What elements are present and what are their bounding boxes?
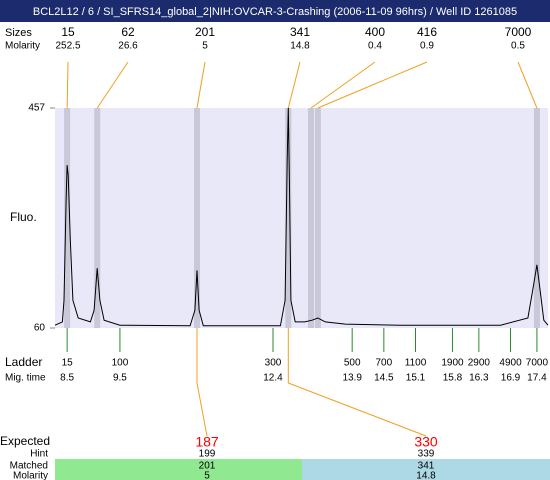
- peak-link: [196, 61, 206, 109]
- row-label: Mig. time: [5, 373, 46, 384]
- row-label: Matched: [10, 461, 48, 472]
- y-tick-label: 60: [34, 323, 46, 334]
- peak-size: 341: [290, 25, 310, 39]
- ladder-time: 9.5: [113, 373, 127, 384]
- peak-link: [310, 61, 376, 109]
- matched-molarity: 14.8: [416, 471, 436, 480]
- ladder-time: 16.9: [501, 373, 521, 384]
- y-label: Fluo.: [10, 210, 37, 224]
- ladder-time: 14.5: [374, 373, 394, 384]
- ladder-size: 1900: [441, 358, 464, 369]
- ladder-size: 7000: [526, 358, 549, 369]
- expected-link: [287, 328, 427, 437]
- y-tick-label: 457: [28, 103, 45, 114]
- expected-size: 187: [195, 434, 219, 450]
- peak-band: [308, 108, 315, 328]
- peak-link: [96, 61, 129, 109]
- ladder-time: 17.4: [527, 373, 547, 384]
- row-label: Molarity: [13, 471, 48, 480]
- hint-size: 199: [199, 449, 216, 460]
- peak-molarity: 14.8: [290, 41, 310, 52]
- matched-size: 201: [199, 461, 216, 472]
- expected-size: 330: [414, 434, 438, 450]
- row-label: Ladder: [5, 355, 42, 369]
- peak-link: [287, 61, 301, 109]
- peak-molarity: 252.5: [55, 41, 80, 52]
- title: BCL2L12 / 6 / SI_SFRS14_global_2|NIH:OVC…: [33, 6, 517, 18]
- peak-size: 400: [365, 25, 385, 39]
- peak-size: 201: [195, 25, 215, 39]
- peak-band: [193, 108, 200, 328]
- title-bar: [0, 0, 550, 22]
- ladder-size: 100: [112, 358, 129, 369]
- matched-size: 341: [418, 461, 435, 472]
- matched-molarity: 5: [204, 471, 210, 480]
- ladder-size: 1100: [405, 358, 427, 369]
- peak-size: 15: [61, 25, 75, 39]
- peak-band: [285, 108, 292, 328]
- ladder-time: 13.9: [342, 373, 362, 384]
- peak-link: [317, 61, 428, 109]
- ladder-time: 12.4: [263, 373, 283, 384]
- ladder-size: 15: [62, 358, 74, 369]
- ladder-size: 300: [265, 358, 282, 369]
- row-label: Molarity: [5, 41, 40, 52]
- peak-link: [517, 61, 538, 109]
- peak-molarity: 0.5: [511, 41, 525, 52]
- peak-molarity: 0.9: [420, 41, 434, 52]
- ladder-time: 16.3: [469, 373, 489, 384]
- ladder-time: 15.1: [406, 373, 426, 384]
- peak-molarity: 26.6: [118, 41, 138, 52]
- trace: [54, 107, 549, 327]
- matched-bar: [55, 459, 302, 480]
- ladder-size: 500: [344, 358, 361, 369]
- plot-area: [55, 108, 548, 328]
- peak-band: [533, 108, 540, 328]
- matched-bar: [302, 459, 550, 480]
- peak-band: [314, 108, 321, 328]
- expected-link: [196, 328, 208, 437]
- peak-molarity: 0.4: [368, 41, 382, 52]
- row-label: Hint: [30, 449, 48, 460]
- peak-molarity: 5: [202, 41, 208, 52]
- peak-size: 7000: [505, 25, 532, 39]
- hint-size: 339: [418, 449, 435, 460]
- ladder-size: 4900: [499, 358, 522, 369]
- peak-band: [94, 108, 101, 328]
- ladder-size: 700: [375, 358, 392, 369]
- peak-size: 416: [417, 25, 437, 39]
- ladder-time: 15.8: [443, 373, 463, 384]
- ladder-time: 8.5: [60, 373, 74, 384]
- peak-link: [66, 61, 69, 109]
- peak-size: 62: [121, 25, 135, 39]
- peak-band: [64, 108, 71, 328]
- row-label: Sizes: [5, 27, 32, 39]
- row-label: Expected: [0, 434, 50, 448]
- ladder-size: 2900: [468, 358, 491, 369]
